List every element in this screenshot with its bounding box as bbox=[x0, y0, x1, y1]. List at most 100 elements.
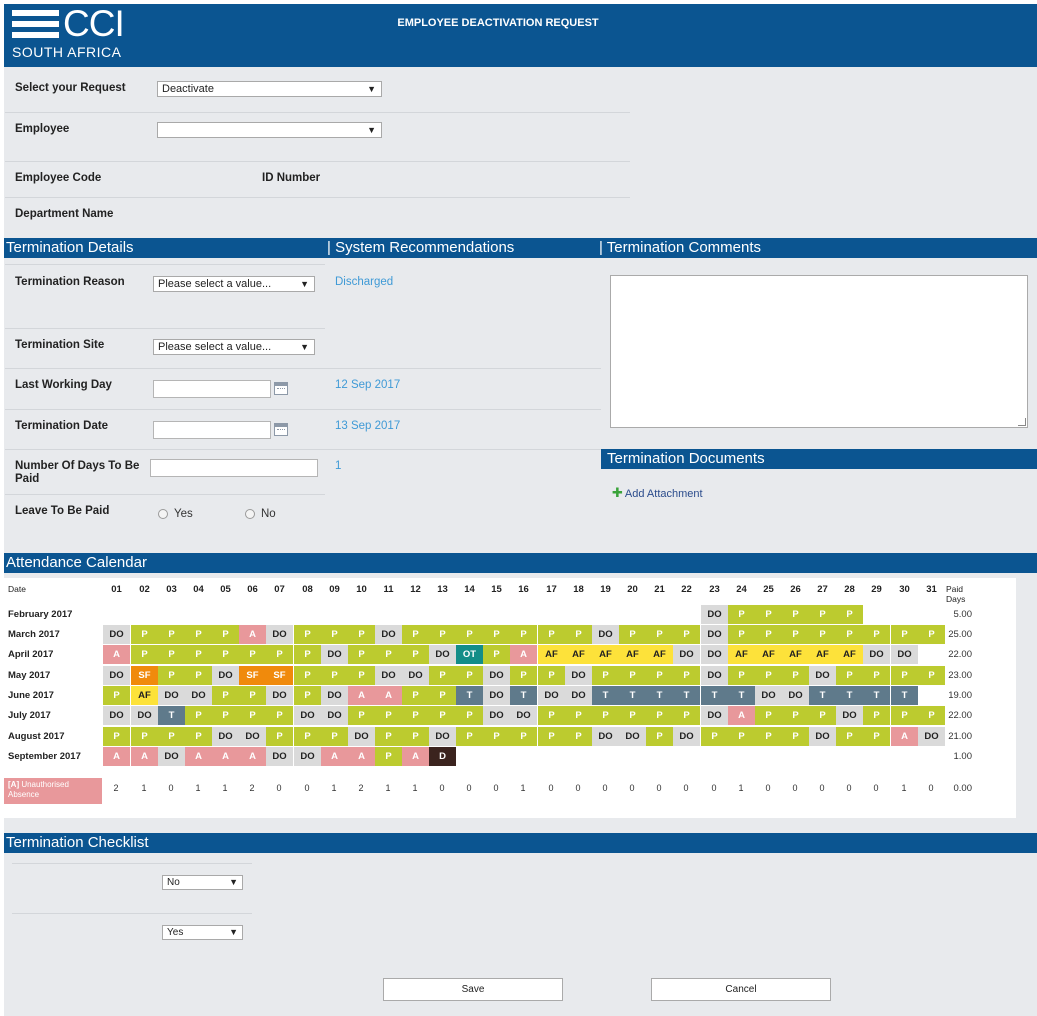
request-type-select[interactable]: Deactivate ▼ bbox=[157, 81, 382, 97]
attendance-cell: P bbox=[375, 747, 402, 766]
day-column-header: 05 bbox=[220, 584, 231, 595]
leave-no-label: No bbox=[261, 508, 276, 520]
checklist-item-1-value: No bbox=[167, 877, 180, 888]
attendance-cell: OT bbox=[456, 645, 483, 664]
absence-count: 1 bbox=[222, 783, 228, 793]
day-column-header: 27 bbox=[817, 584, 828, 595]
absence-count: 1 bbox=[195, 783, 201, 793]
calendar-month-label: July 2017 bbox=[8, 710, 51, 721]
absence-count: 0 bbox=[466, 783, 472, 793]
absence-count: 2 bbox=[358, 783, 364, 793]
attendance-cell: P bbox=[294, 727, 321, 746]
attendance-cell: DO bbox=[294, 706, 321, 725]
day-column-header: 25 bbox=[763, 584, 774, 595]
attendance-cell: DO bbox=[212, 727, 239, 746]
absence-count: 1 bbox=[520, 783, 526, 793]
attendance-cell: DO bbox=[158, 686, 185, 705]
paid-days-value: 25.00 bbox=[948, 629, 972, 640]
day-column-header: 16 bbox=[518, 584, 529, 595]
attendance-cell: P bbox=[158, 666, 185, 685]
attendance-cell: DO bbox=[809, 727, 836, 746]
cancel-button[interactable]: Cancel bbox=[651, 978, 831, 1001]
attendance-cell: DO bbox=[891, 645, 918, 664]
absence-count: 1 bbox=[901, 783, 907, 793]
last-working-day-input[interactable] bbox=[153, 380, 271, 398]
attendance-cell: DO bbox=[158, 747, 185, 766]
attendance-cell: DO bbox=[321, 686, 348, 705]
checklist-item-1-select[interactable]: No ▼ bbox=[162, 875, 243, 890]
attendance-cell: A bbox=[348, 686, 375, 705]
attendance-cell: DO bbox=[483, 686, 510, 705]
attendance-cell: P bbox=[321, 666, 348, 685]
attendance-cell: P bbox=[348, 645, 375, 664]
paid-days-value: 21.00 bbox=[948, 731, 972, 742]
paid-days-value: 22.00 bbox=[948, 649, 972, 660]
termination-site-select[interactable]: Please select a value... ▼ bbox=[153, 339, 315, 355]
attendance-cell: DO bbox=[266, 625, 293, 644]
attendance-cell: A bbox=[321, 747, 348, 766]
attendance-cell: DO bbox=[782, 686, 809, 705]
absence-count: 2 bbox=[249, 783, 255, 793]
attendance-cell: A bbox=[891, 727, 918, 746]
attendance-cell: P bbox=[185, 727, 212, 746]
attendance-cell: P bbox=[348, 666, 375, 685]
divider bbox=[12, 913, 252, 914]
attendance-cell: P bbox=[728, 625, 755, 644]
termination-reason-placeholder: Please select a value... bbox=[158, 278, 272, 290]
checklist-item-2-select[interactable]: Yes ▼ bbox=[162, 925, 243, 940]
attendance-cell: P bbox=[456, 727, 483, 746]
attendance-cell: DO bbox=[701, 625, 728, 644]
absence-count: 1 bbox=[331, 783, 337, 793]
days-to-be-paid-input[interactable] bbox=[150, 459, 318, 477]
termination-date-input[interactable] bbox=[153, 421, 271, 439]
termination-reason-select[interactable]: Please select a value... ▼ bbox=[153, 276, 315, 292]
attendance-cell: AF bbox=[755, 645, 782, 664]
absence-count: 0 bbox=[792, 783, 798, 793]
attendance-cell: P bbox=[673, 666, 700, 685]
attendance-cell: DO bbox=[212, 666, 239, 685]
attendance-cell: P bbox=[891, 706, 918, 725]
recommended-termination-date: 13 Sep 2017 bbox=[335, 420, 401, 432]
day-column-header: 30 bbox=[899, 584, 910, 595]
attendance-cell: P bbox=[891, 666, 918, 685]
attendance-cell: P bbox=[158, 625, 185, 644]
attendance-cell: P bbox=[375, 645, 402, 664]
recommended-reason: Discharged bbox=[335, 276, 394, 288]
add-attachment-label: Add Attachment bbox=[624, 488, 703, 500]
attendance-cell: P bbox=[863, 666, 890, 685]
calendar-icon[interactable] bbox=[274, 382, 288, 395]
attendance-cell: DO bbox=[809, 666, 836, 685]
attendance-cell: P bbox=[918, 666, 945, 685]
divider bbox=[5, 494, 325, 495]
attendance-cell: DO bbox=[701, 605, 728, 624]
employee-select[interactable]: ▼ bbox=[157, 122, 382, 138]
attendance-cell: P bbox=[863, 625, 890, 644]
absence-count: 0 bbox=[873, 783, 879, 793]
calendar-icon[interactable] bbox=[274, 423, 288, 436]
attendance-cell: T bbox=[158, 706, 185, 725]
leave-yes-radio[interactable] bbox=[158, 509, 168, 519]
attendance-cell: P bbox=[755, 706, 782, 725]
checklist-item-2-value: Yes bbox=[167, 927, 184, 938]
attendance-cell: P bbox=[728, 666, 755, 685]
absence-count: 2 bbox=[113, 783, 119, 793]
termination-documents-title: Termination Documents bbox=[607, 450, 765, 467]
termination-comments-textarea[interactable] bbox=[610, 275, 1028, 428]
save-button[interactable]: Save bbox=[383, 978, 563, 1001]
attendance-cell: P bbox=[456, 625, 483, 644]
leave-no-radio[interactable] bbox=[245, 509, 255, 519]
select-request-label: Select your Request bbox=[15, 82, 126, 94]
day-column-header: 13 bbox=[437, 584, 448, 595]
absence-count: 0 bbox=[439, 783, 445, 793]
attendance-cell: P bbox=[728, 727, 755, 746]
attendance-cell: A bbox=[510, 645, 537, 664]
attendance-cell: DO bbox=[103, 625, 130, 644]
day-column-header: 29 bbox=[871, 584, 882, 595]
attendance-cell: A bbox=[402, 747, 429, 766]
attendance-cell: DO bbox=[863, 645, 890, 664]
resize-handle-icon[interactable] bbox=[1018, 418, 1026, 426]
add-attachment-link[interactable]: ✚ Add Attachment bbox=[612, 485, 703, 501]
attendance-cell: P bbox=[918, 706, 945, 725]
termination-site-label: Termination Site bbox=[15, 339, 105, 351]
attendance-cell: DO bbox=[375, 625, 402, 644]
